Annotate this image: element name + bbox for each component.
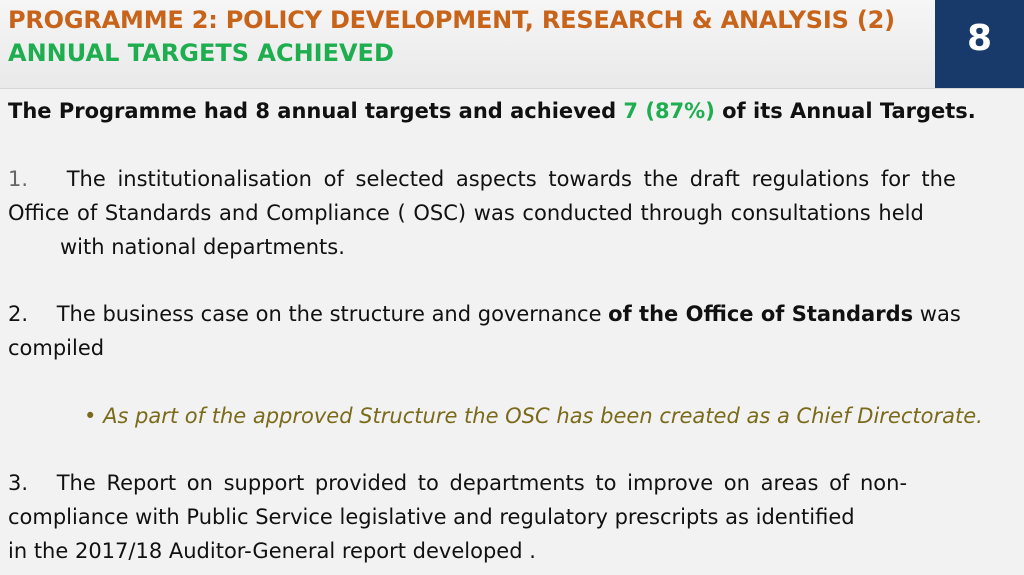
slide-number-badge: 8 <box>935 0 1024 88</box>
item2-bullet: • As part of the approved Structure the … <box>84 404 983 428</box>
item1-line2: Office of Standards and Compliance ( OSC… <box>8 201 924 225</box>
item2-bullet-text: As part of the approved Structure the OS… <box>103 404 983 428</box>
item2-bold-phrase: of the Office of Standards <box>608 302 914 326</box>
item2-number: 2. <box>8 302 29 326</box>
intro-suffix: of its Annual Targets. <box>714 99 976 123</box>
slide-header: PROGRAMME 2: POLICY DEVELOPMENT, RESEARC… <box>0 0 1024 89</box>
slide-number: 8 <box>966 18 993 59</box>
slide-subtitle: ANNUAL TARGETS ACHIEVED <box>8 39 394 67</box>
item1-number: 1. <box>8 167 29 191</box>
item1-line3: with national departments. <box>60 235 345 259</box>
slide-title: PROGRAMME 2: POLICY DEVELOPMENT, RESEARC… <box>8 6 895 34</box>
item3-number: 3. <box>8 471 29 495</box>
item2-line1: 2. The business case on the structure an… <box>8 302 961 326</box>
intro-highlight: 7 (87%) <box>623 99 715 123</box>
bullet-icon: • <box>84 404 97 428</box>
intro-prefix: The Programme had 8 annual targets and a… <box>8 99 624 123</box>
intro-statement: The Programme had 8 annual targets and a… <box>8 99 976 123</box>
item3-line2: compliance with Public Service legislati… <box>8 505 855 529</box>
item1-line1: 1. The institutionalisation of selected … <box>8 167 956 191</box>
item2-line2: compiled <box>8 336 105 360</box>
item3-line1: 3. The Report on support provided to dep… <box>8 471 908 495</box>
item3-line3: in the 2017/18 Auditor-General report de… <box>8 539 536 563</box>
